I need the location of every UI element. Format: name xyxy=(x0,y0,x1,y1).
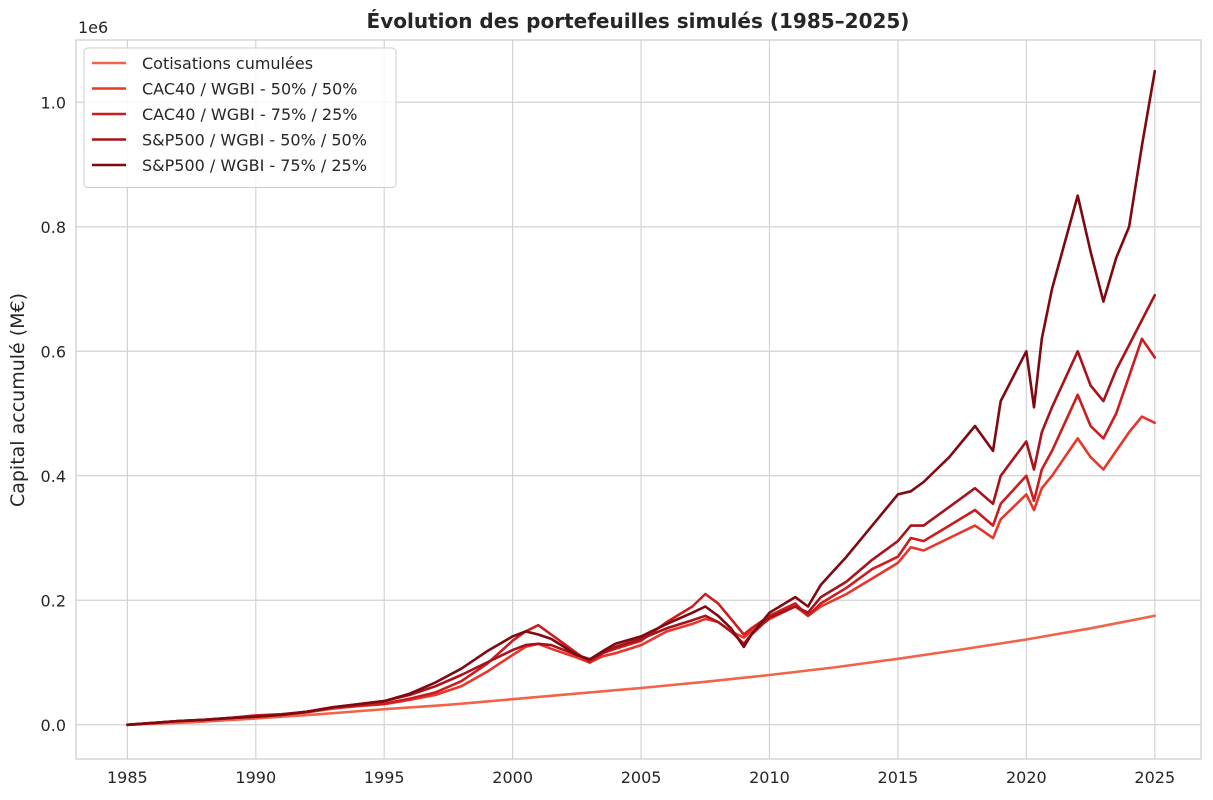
y-tick-label: 0.6 xyxy=(41,342,66,361)
x-tick-label: 1985 xyxy=(107,768,148,787)
series-layer xyxy=(126,69,1157,727)
y-tick-label: 1.0 xyxy=(41,93,66,112)
y-axis-title: Capital accumulé (M€) xyxy=(7,293,29,507)
x-tick-label: 2000 xyxy=(492,768,533,787)
x-tick-label: 2010 xyxy=(749,768,790,787)
chart-title: Évolution des portefeuilles simulés (198… xyxy=(367,9,910,33)
y-tick-label: 0.2 xyxy=(41,591,66,610)
series-line-5 xyxy=(126,69,1157,727)
y-tick-label: 0.4 xyxy=(41,467,66,486)
series-line-1 xyxy=(126,614,1157,727)
x-tick-label: 2015 xyxy=(878,768,919,787)
y-tick-label: 0.8 xyxy=(41,218,66,237)
x-tick-label: 2005 xyxy=(621,768,662,787)
series-line-3 xyxy=(126,337,1157,727)
x-axis-ticks: 1985 1990 1995 2000 2005 2010 2015 2020 2025 xyxy=(107,768,1175,787)
plot-frame xyxy=(75,39,1202,760)
legend-label: S&P500 / WGBI - 50% / 50% xyxy=(142,131,367,150)
legend: Cotisations cumulées CAC40 / WGBI - 50% /… xyxy=(83,47,397,188)
x-tick-label: 2025 xyxy=(1134,768,1175,787)
x-tick-label: 1995 xyxy=(364,768,405,787)
legend-label: Cotisations cumulées xyxy=(142,54,313,73)
legend-label: CAC40 / WGBI - 75% / 25% xyxy=(142,105,357,124)
y-axis-ticks: 0.0 0.2 0.4 0.6 0.8 1.0 xyxy=(41,93,66,735)
legend-box xyxy=(83,47,397,188)
x-tick-label: 2020 xyxy=(1006,768,1047,787)
x-tick-label: 1990 xyxy=(235,768,276,787)
grid xyxy=(76,40,1201,759)
legend-label: S&P500 / WGBI - 75% / 25% xyxy=(142,156,367,175)
y-offset-label: 1e6 xyxy=(78,18,108,37)
legend-label: CAC40 / WGBI - 50% / 50% xyxy=(142,80,357,99)
y-tick-label: 0.0 xyxy=(41,716,66,735)
